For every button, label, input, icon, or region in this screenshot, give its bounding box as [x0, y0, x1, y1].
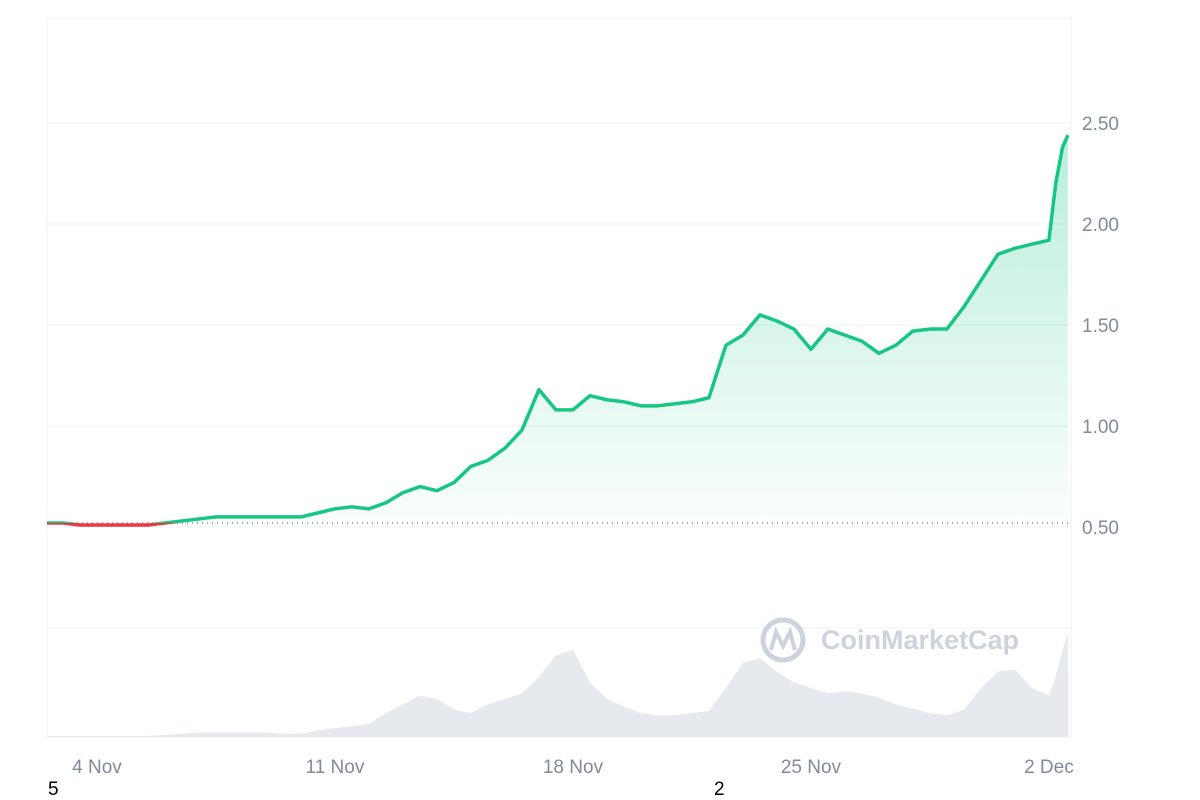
x-tick-label: 2 Dec [1024, 757, 1074, 778]
watermark-logo [760, 617, 806, 663]
y-tick-label: 1.50 [1082, 316, 1119, 337]
watermark-text: CoinMarketCap [821, 625, 1019, 655]
y-tick-label: 2.00 [1082, 215, 1119, 236]
footer-mark: 2 [714, 779, 725, 800]
price-line [47, 134, 1070, 527]
y-tick-label: 2.50 [1082, 114, 1119, 135]
y-tick-label: 0.50 [1082, 518, 1119, 539]
y-tick-label: 1.00 [1082, 417, 1119, 438]
watermark-logo-m [769, 626, 797, 651]
footer-mark: 5 [48, 779, 59, 800]
x-tick-label: 25 Nov [781, 757, 842, 778]
x-tick-label: 18 Nov [543, 757, 604, 778]
watermark: CoinMarketCap [760, 617, 1019, 663]
price-area [47, 135, 1068, 525]
volume-area [47, 633, 1068, 737]
x-tick-label: 4 Nov [72, 757, 122, 778]
x-tick-label: 11 Nov [306, 757, 365, 778]
